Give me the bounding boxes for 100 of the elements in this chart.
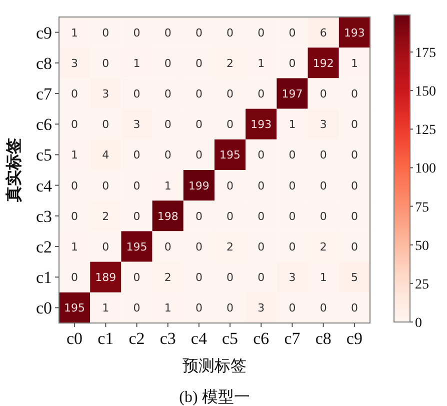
- color-bar-label: 50: [415, 238, 429, 254]
- x-tick-label: c6: [253, 329, 270, 348]
- data-label: 1: [133, 56, 140, 70]
- data-label: 2: [102, 210, 110, 223]
- data-label: 0: [350, 118, 358, 132]
- data-label: 0: [226, 179, 234, 192]
- data-label: 0: [350, 179, 358, 192]
- data-label: 0: [350, 210, 358, 223]
- color-bar-label: 0: [415, 316, 422, 331]
- data-label: 0: [320, 148, 327, 162]
- data-label: 2: [320, 240, 327, 254]
- data-label: 0: [195, 118, 202, 132]
- x-tick-label: c3: [160, 329, 176, 348]
- data-label: 0: [195, 210, 202, 223]
- data-label: 0: [133, 88, 140, 100]
- x-tick-label: c8: [315, 329, 332, 348]
- x-tick-label: c2: [128, 329, 145, 348]
- color-bar-label: 175: [415, 46, 436, 62]
- data-label: 0: [164, 240, 172, 254]
- data-label: 0: [288, 210, 296, 223]
- data-label: 1: [258, 56, 265, 70]
- data-label: 0: [258, 88, 265, 100]
- data-label: 0: [71, 210, 78, 223]
- data-label: 0: [195, 240, 202, 254]
- data-label: 1: [320, 271, 327, 284]
- data-label: 0: [71, 271, 78, 284]
- data-label: 198: [157, 210, 178, 223]
- y-tick-label: c7: [36, 84, 52, 104]
- data-label: 0: [133, 210, 140, 223]
- data-label: 195: [220, 148, 241, 162]
- data-label: 2: [164, 271, 172, 284]
- text: (b) 模型一: [179, 388, 250, 406]
- data-label: 0: [164, 148, 172, 162]
- data-label: 0: [71, 118, 78, 132]
- x-tick-label: c7: [284, 329, 301, 348]
- data-label: 1: [350, 56, 358, 70]
- data-label: 0: [226, 26, 234, 40]
- data-label: 0: [164, 88, 172, 100]
- data-label: 3: [258, 302, 265, 315]
- data-label: 0: [288, 179, 296, 192]
- data-label: 1: [164, 302, 172, 315]
- data-label: 0: [102, 56, 110, 70]
- y-tick-label: c6: [36, 115, 52, 134]
- data-label: 0: [226, 302, 234, 315]
- data-label: 0: [258, 240, 265, 254]
- data-label: 0: [164, 26, 172, 40]
- data-label: 195: [126, 240, 148, 254]
- data-label: 0: [226, 210, 234, 223]
- data-label: 0: [102, 240, 110, 254]
- data-label: 195: [64, 302, 86, 315]
- data-label: 0: [350, 88, 358, 100]
- data-label: 1: [71, 26, 78, 40]
- x-tick-label: c0: [66, 329, 83, 348]
- data-label: 1: [288, 118, 296, 132]
- data-label: 0: [195, 88, 202, 100]
- data-label: 0: [164, 56, 172, 70]
- data-label: 0: [350, 148, 358, 162]
- data-label: 0: [102, 179, 110, 192]
- data-label: 0: [195, 302, 202, 315]
- data-label: 0: [164, 118, 172, 132]
- data-label: 3: [320, 118, 327, 132]
- data-label: 0: [195, 56, 202, 70]
- data-label: 0: [350, 240, 358, 254]
- data-label: 3: [288, 271, 296, 284]
- y-tick-label: c9: [36, 23, 52, 42]
- x-tick-label: c5: [222, 329, 238, 348]
- data-label: 0: [288, 148, 296, 162]
- data-label: 0: [258, 179, 265, 192]
- data-label: 0: [288, 26, 296, 40]
- data-label: 0: [288, 302, 296, 315]
- data-label: 6: [320, 26, 327, 40]
- data-label: 0: [258, 148, 265, 162]
- y-tick-label: c8: [36, 54, 52, 73]
- data-label: 1: [71, 148, 78, 162]
- data-label: 3: [71, 56, 78, 70]
- data-label: 1: [164, 179, 172, 192]
- x-axis-title: 预测标签: [182, 358, 246, 375]
- data-label: 0: [258, 210, 265, 223]
- x-tick-label: c4: [190, 329, 208, 348]
- data-label: 0: [320, 88, 327, 100]
- y-tick-label: c5: [36, 146, 52, 165]
- data-label: 0: [288, 240, 296, 254]
- data-label: 0: [350, 302, 358, 315]
- data-label: 3: [133, 118, 140, 132]
- data-label: 0: [102, 118, 110, 132]
- data-label: 0: [71, 179, 78, 192]
- data-label: 199: [188, 179, 210, 192]
- data-label: 0: [195, 26, 202, 40]
- data-label: 0: [133, 271, 140, 284]
- data-label: 1: [102, 302, 110, 315]
- data-label: 0: [288, 56, 296, 70]
- data-label: 0: [195, 271, 202, 284]
- data-label: 0: [258, 26, 265, 40]
- data-label: 192: [312, 56, 334, 70]
- color-bar-label: 25: [415, 277, 429, 292]
- data-label: 1: [71, 240, 78, 254]
- y-tick-label: c3: [36, 206, 52, 226]
- color-bar-label: 150: [415, 84, 436, 100]
- y-tick-label: c4: [36, 176, 52, 196]
- data-label: 0: [320, 210, 327, 223]
